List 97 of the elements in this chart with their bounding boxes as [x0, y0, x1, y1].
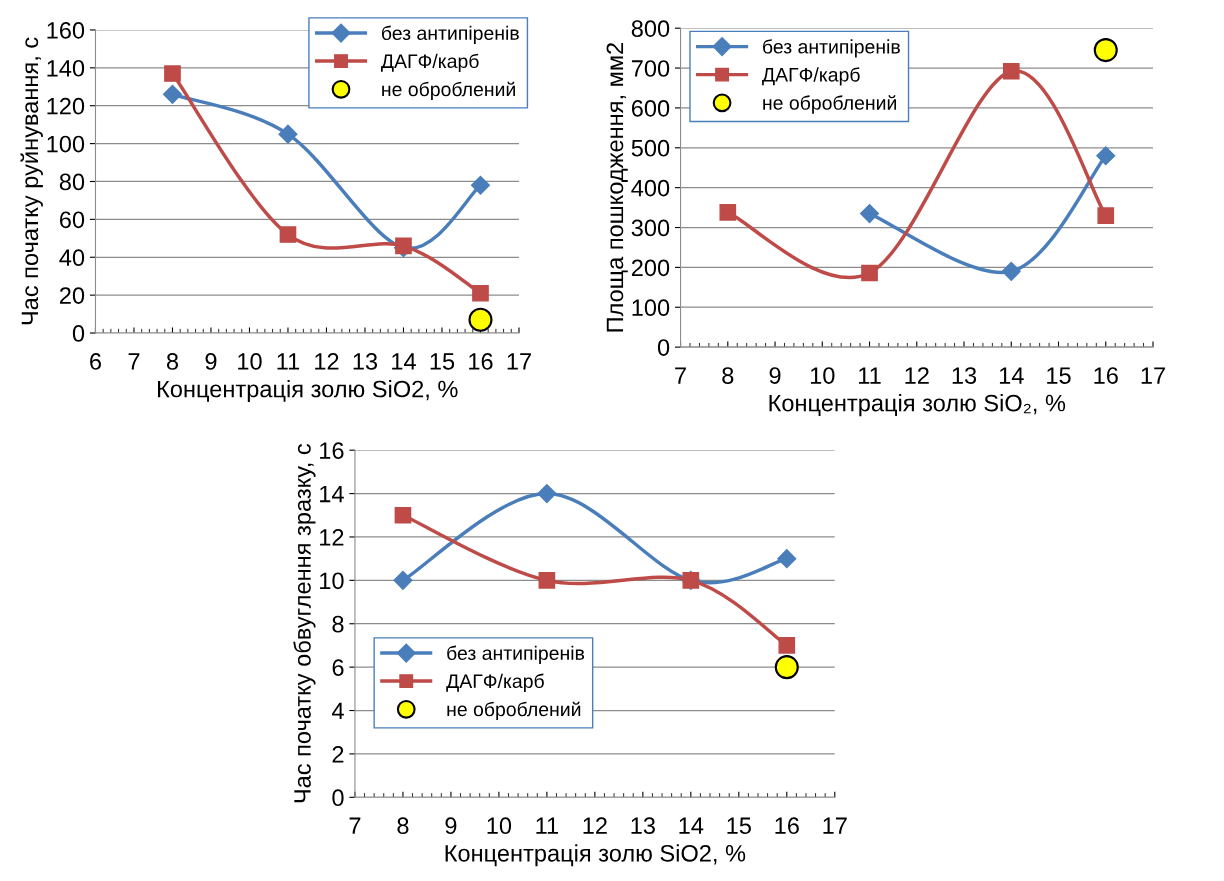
x-tick-label: 15 — [430, 353, 455, 370]
x-tick-label: 16 — [775, 817, 799, 835]
y-tick-label: 80 — [59, 173, 85, 191]
point — [537, 484, 557, 504]
y-tick-label: 140 — [47, 59, 85, 77]
x-tick-label: 12 — [583, 817, 607, 834]
y-tick-label: 6 — [332, 659, 344, 676]
legend-label: без антипіренів — [382, 25, 519, 44]
x-tick-label: 6 — [90, 353, 101, 370]
point — [1093, 38, 1118, 63]
x-tick-label: 13 — [353, 353, 378, 370]
y-tick-label: 160 — [47, 22, 85, 39]
x-tick-label: 13 — [952, 367, 977, 384]
x-tick-label: 8 — [722, 367, 734, 384]
point — [1001, 261, 1021, 281]
legend-label: не оброблений — [382, 81, 515, 101]
y-tick-label: 0 — [332, 789, 344, 807]
point — [719, 204, 737, 221]
x-tick-label: 8 — [166, 353, 179, 370]
y-tick-label: 100 — [632, 299, 670, 317]
point — [774, 655, 799, 680]
point — [279, 226, 297, 243]
legend-label: без антипіренів — [447, 645, 585, 664]
y-tick-label: 16 — [320, 442, 344, 459]
x-tick-label: 14 — [679, 817, 704, 834]
point — [472, 284, 489, 302]
y-tick-label: 500 — [631, 139, 670, 157]
x-tick-label: 13 — [631, 817, 655, 835]
point — [861, 264, 878, 282]
y-tick-label: 0 — [72, 325, 85, 342]
y-tick-label: 700 — [631, 60, 670, 77]
x-tick-label: 16 — [469, 353, 493, 370]
x-tick-label: 8 — [397, 817, 409, 835]
y-tick-label: 120 — [47, 97, 85, 115]
point — [278, 124, 298, 144]
legend-label: не оброблений — [763, 95, 897, 114]
x-tick-label: 17 — [1141, 367, 1165, 384]
point — [470, 175, 491, 195]
x-tick-label: 9 — [205, 353, 217, 370]
x-axis-title: Концентрація золю SiO2, % — [157, 380, 458, 403]
x-tick-label: 11 — [536, 817, 558, 834]
legend-label: не оброблений — [447, 701, 581, 721]
y-axis-title: Час початку руйнування, с — [20, 37, 43, 325]
y-tick-label: 200 — [631, 259, 670, 277]
x-tick-label: 15 — [1047, 367, 1071, 384]
y-tick-label: 60 — [59, 211, 85, 229]
point — [778, 637, 796, 654]
y-tick-label: 400 — [631, 179, 670, 197]
y-tick-label: 600 — [631, 99, 670, 117]
y-tick-label: 0 — [657, 339, 670, 356]
y-tick-label: 8 — [332, 615, 344, 633]
x-tick-label: 11 — [859, 367, 881, 384]
x-tick-label: 9 — [769, 367, 781, 384]
point — [1097, 207, 1115, 224]
x-tick-label: 7 — [675, 367, 686, 384]
y-tick-label: 800 — [631, 20, 670, 37]
x-tick-label: 16 — [1094, 367, 1118, 384]
point — [1002, 62, 1020, 80]
x-tick-label: 7 — [349, 817, 361, 834]
legend-label: без антипіренів — [763, 39, 900, 58]
point — [162, 84, 183, 104]
x-tick-label: 7 — [128, 353, 140, 370]
x-axis-title: Концентрація золю SiO₂, % — [769, 394, 1066, 417]
point — [468, 307, 493, 332]
y-tick-label: 14 — [320, 485, 344, 503]
y-tick-label: 12 — [320, 529, 344, 546]
x-tick-label: 17 — [823, 817, 847, 834]
y-tick-label: 20 — [59, 287, 85, 304]
x-tick-label: 14 — [392, 353, 416, 370]
x-tick-label: 15 — [727, 817, 751, 835]
x-tick-label: 9 — [445, 817, 457, 835]
point — [1096, 146, 1116, 166]
point — [164, 65, 181, 82]
x-tick-label: 10 — [810, 367, 835, 384]
point — [859, 204, 880, 224]
y-axis-title: Площа пошкодження, мм2 — [606, 43, 628, 332]
point — [538, 572, 556, 589]
x-tick-label: 14 — [999, 367, 1024, 384]
legend-label: ДАГФ/карб — [762, 67, 860, 86]
x-tick-label: 12 — [905, 367, 929, 384]
x-tick-label: 11 — [277, 353, 300, 370]
x-tick-label: 10 — [238, 353, 262, 370]
point — [393, 570, 413, 590]
point — [777, 549, 797, 569]
y-tick-label: 40 — [59, 249, 85, 267]
y-tick-label: 300 — [631, 219, 670, 237]
y-tick-label: 10 — [320, 572, 344, 590]
legend-label: ДАГФ/карб — [446, 673, 544, 692]
y-axis-title: Час початку обвуглення зразку, с — [293, 443, 316, 803]
point — [394, 506, 412, 524]
y-tick-label: 100 — [47, 135, 85, 153]
x-tick-label: 17 — [507, 353, 531, 370]
x-tick-label: 10 — [487, 817, 512, 835]
x-axis-title: Концентрація золю SiO2, % — [445, 844, 746, 867]
y-tick-label: 2 — [332, 745, 344, 763]
y-tick-label: 4 — [331, 702, 344, 720]
legend-label: ДАГФ/карб — [381, 53, 479, 72]
